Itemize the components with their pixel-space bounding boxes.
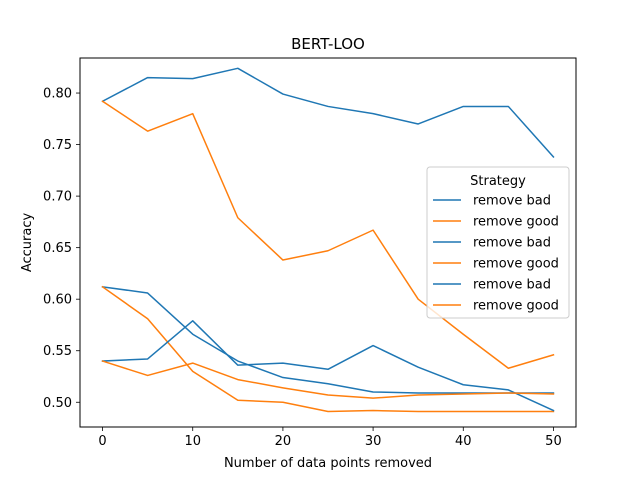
y-axis-label: Accuracy [20, 213, 35, 273]
y-tick-label: 0.80 [43, 87, 72, 102]
legend-entries: remove bad remove good remove bad remove go… [433, 194, 559, 314]
x-tick-label: 20 [275, 434, 292, 449]
series-line-5 [101, 320, 555, 412]
chart-title: BERT-LOO [291, 35, 365, 53]
series-layer [101, 67, 555, 413]
y-tick-label: 0.65 [43, 241, 72, 256]
plot-frame [79, 57, 577, 428]
series-line-6 [101, 360, 555, 399]
x-tick-label: 30 [365, 434, 382, 449]
legend-entry-label: remove good [473, 257, 559, 272]
series-line-4 [101, 285, 555, 413]
x-axis: 0 10 20 30 40 50 [98, 427, 562, 449]
y-tick-label: 0.75 [43, 138, 72, 153]
x-tick-label: 50 [545, 434, 562, 449]
legend-entry-label: remove bad [473, 236, 551, 251]
y-tick-label: 0.55 [43, 344, 72, 359]
y-tick-label: 0.50 [43, 396, 72, 411]
legend-entry-label: remove good [473, 299, 559, 314]
x-tick-label: 40 [455, 434, 472, 449]
legend-frame [426, 166, 570, 319]
y-axis: 0.50 0.55 0.60 0.65 0.70 0.75 0.80 [43, 87, 80, 411]
x-axis-label: Number of data points removed [224, 456, 432, 471]
legend-entry-label: remove bad [473, 194, 551, 209]
legend-entry-label: remove bad [473, 278, 551, 293]
x-tick-label: 0 [98, 434, 106, 449]
y-tick-label: 0.70 [43, 190, 72, 205]
legend-entry-label: remove good [473, 215, 559, 230]
series-line-2 [101, 100, 555, 369]
y-tick-label: 0.60 [43, 293, 72, 308]
legend-title: Strategy [470, 174, 526, 189]
x-tick-label: 10 [184, 434, 201, 449]
series-line-1 [101, 67, 555, 159]
